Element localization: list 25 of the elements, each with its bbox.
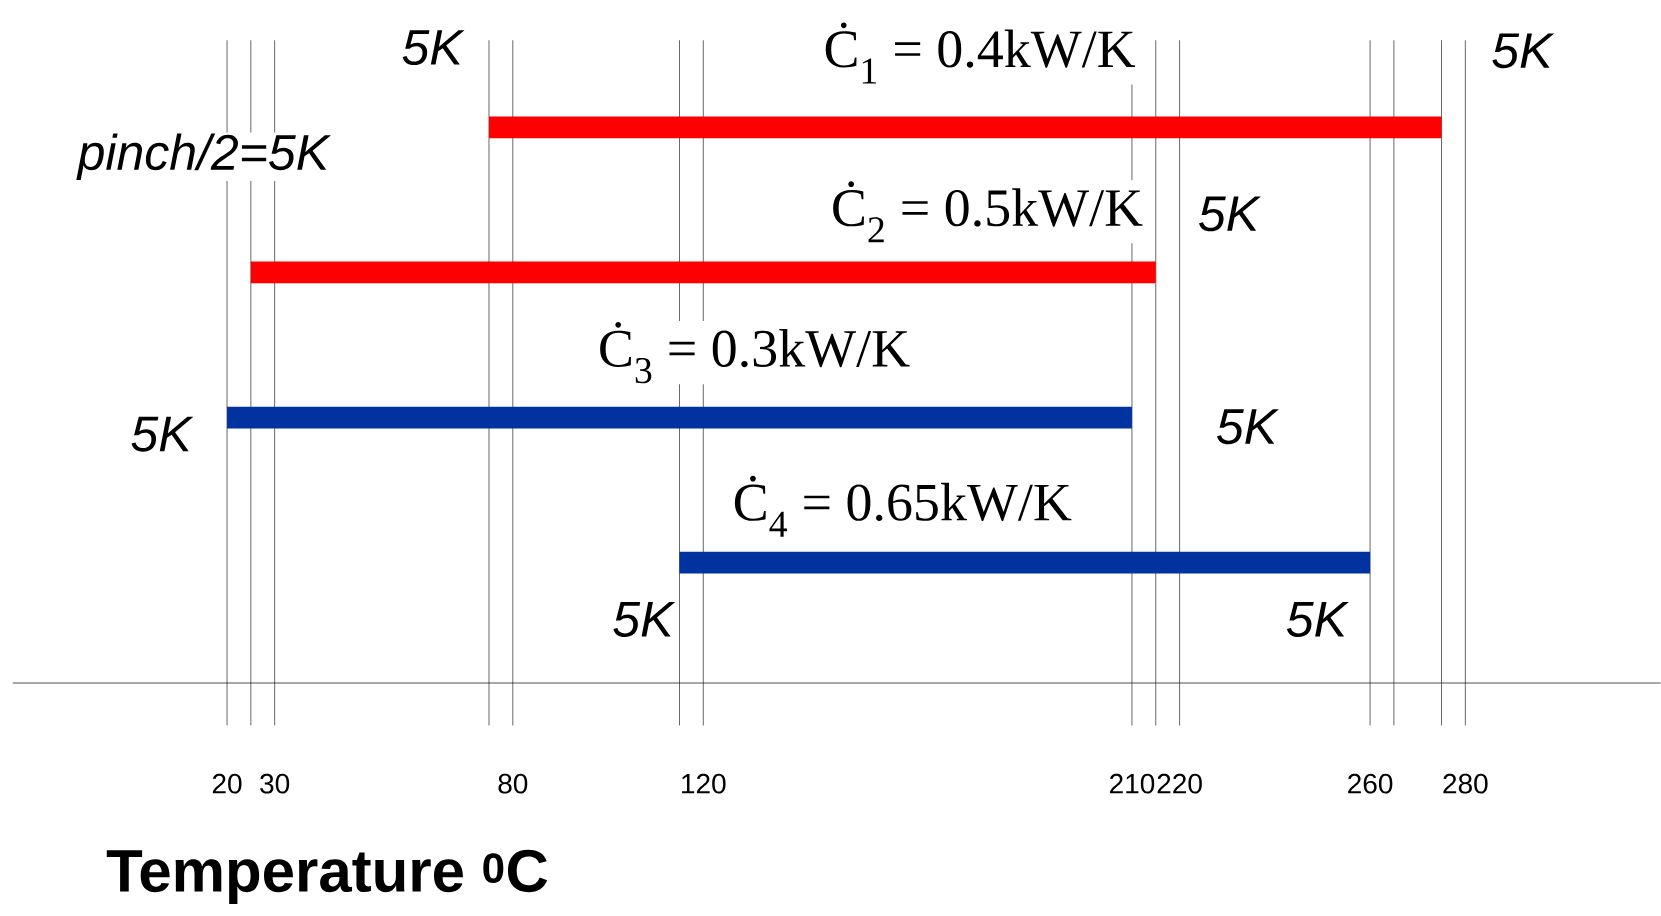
annotation: Ċ$_{1}$ = 0.4kW/K (825, 22, 1136, 84)
x-tick-label: 30 (260, 773, 290, 794)
bar (679, 551, 1371, 574)
annotation: Ċ$_{2}$ = 0.5kW/K (833, 181, 1143, 243)
x-tick-label: 80 (498, 773, 528, 794)
annotation: 5K (1492, 33, 1555, 69)
annotation: 5K (1199, 196, 1261, 232)
annotation: Ċ$_{4}$ = 0.65kW/K (734, 475, 1072, 537)
x-tick-label: 280 (1443, 773, 1488, 794)
x-tick-label: 220 (1157, 773, 1202, 794)
annotation: 5K (131, 416, 194, 452)
annotation: 5K (1286, 602, 1349, 638)
x-tick-label: 260 (1348, 773, 1393, 794)
annotation: 5K (613, 602, 676, 638)
x-axis-title: Temperature $^{0}$C (106, 849, 548, 905)
bar (250, 261, 1156, 284)
x-tick-label: 210 (1110, 773, 1155, 794)
bar (488, 116, 1442, 139)
annotation: Ċ$_{3}$ = 0.3kW/K (600, 322, 910, 384)
bar (227, 406, 1132, 429)
annotation: pinch/2=5K (76, 133, 331, 181)
x-tick-label: 20 (212, 773, 242, 794)
annotation: 5K (1217, 409, 1279, 445)
x-tick-label: 120 (682, 773, 726, 794)
annotation: 5K (402, 30, 465, 66)
